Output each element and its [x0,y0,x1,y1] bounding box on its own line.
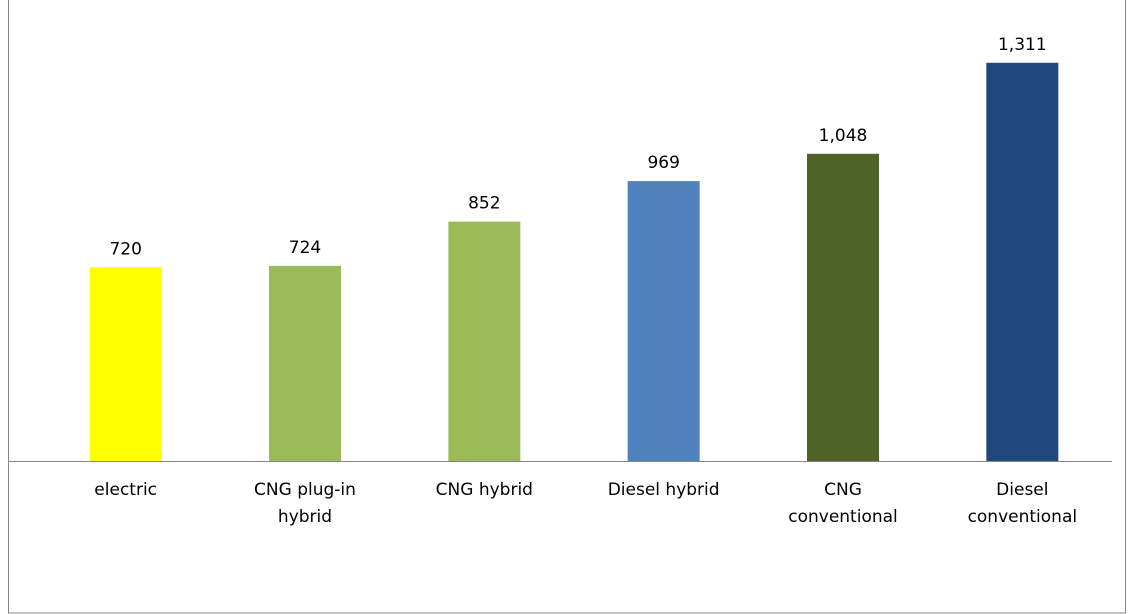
data-label: 1,048 [819,126,868,146]
x-tick-label: CNG hybrid [435,480,533,500]
x-tick-label: electric [94,480,158,500]
x-tick-label: CNG plug-in hybrid [254,480,356,527]
data-label: 852 [468,194,500,214]
bar [627,181,700,461]
bar [986,62,1059,461]
data-label: 720 [109,239,141,259]
bar [89,267,162,461]
data-label: 724 [289,238,321,258]
x-tick-label: Diesel conventional [967,480,1078,527]
bar [448,221,521,461]
bar [807,153,879,461]
data-label: 1,311 [998,35,1047,55]
data-label: 969 [647,153,679,173]
x-tick-label: Diesel hybrid [607,480,720,500]
chart-border [8,0,1126,614]
x-tick-label: CNG conventional [788,480,898,527]
bar [269,265,341,461]
